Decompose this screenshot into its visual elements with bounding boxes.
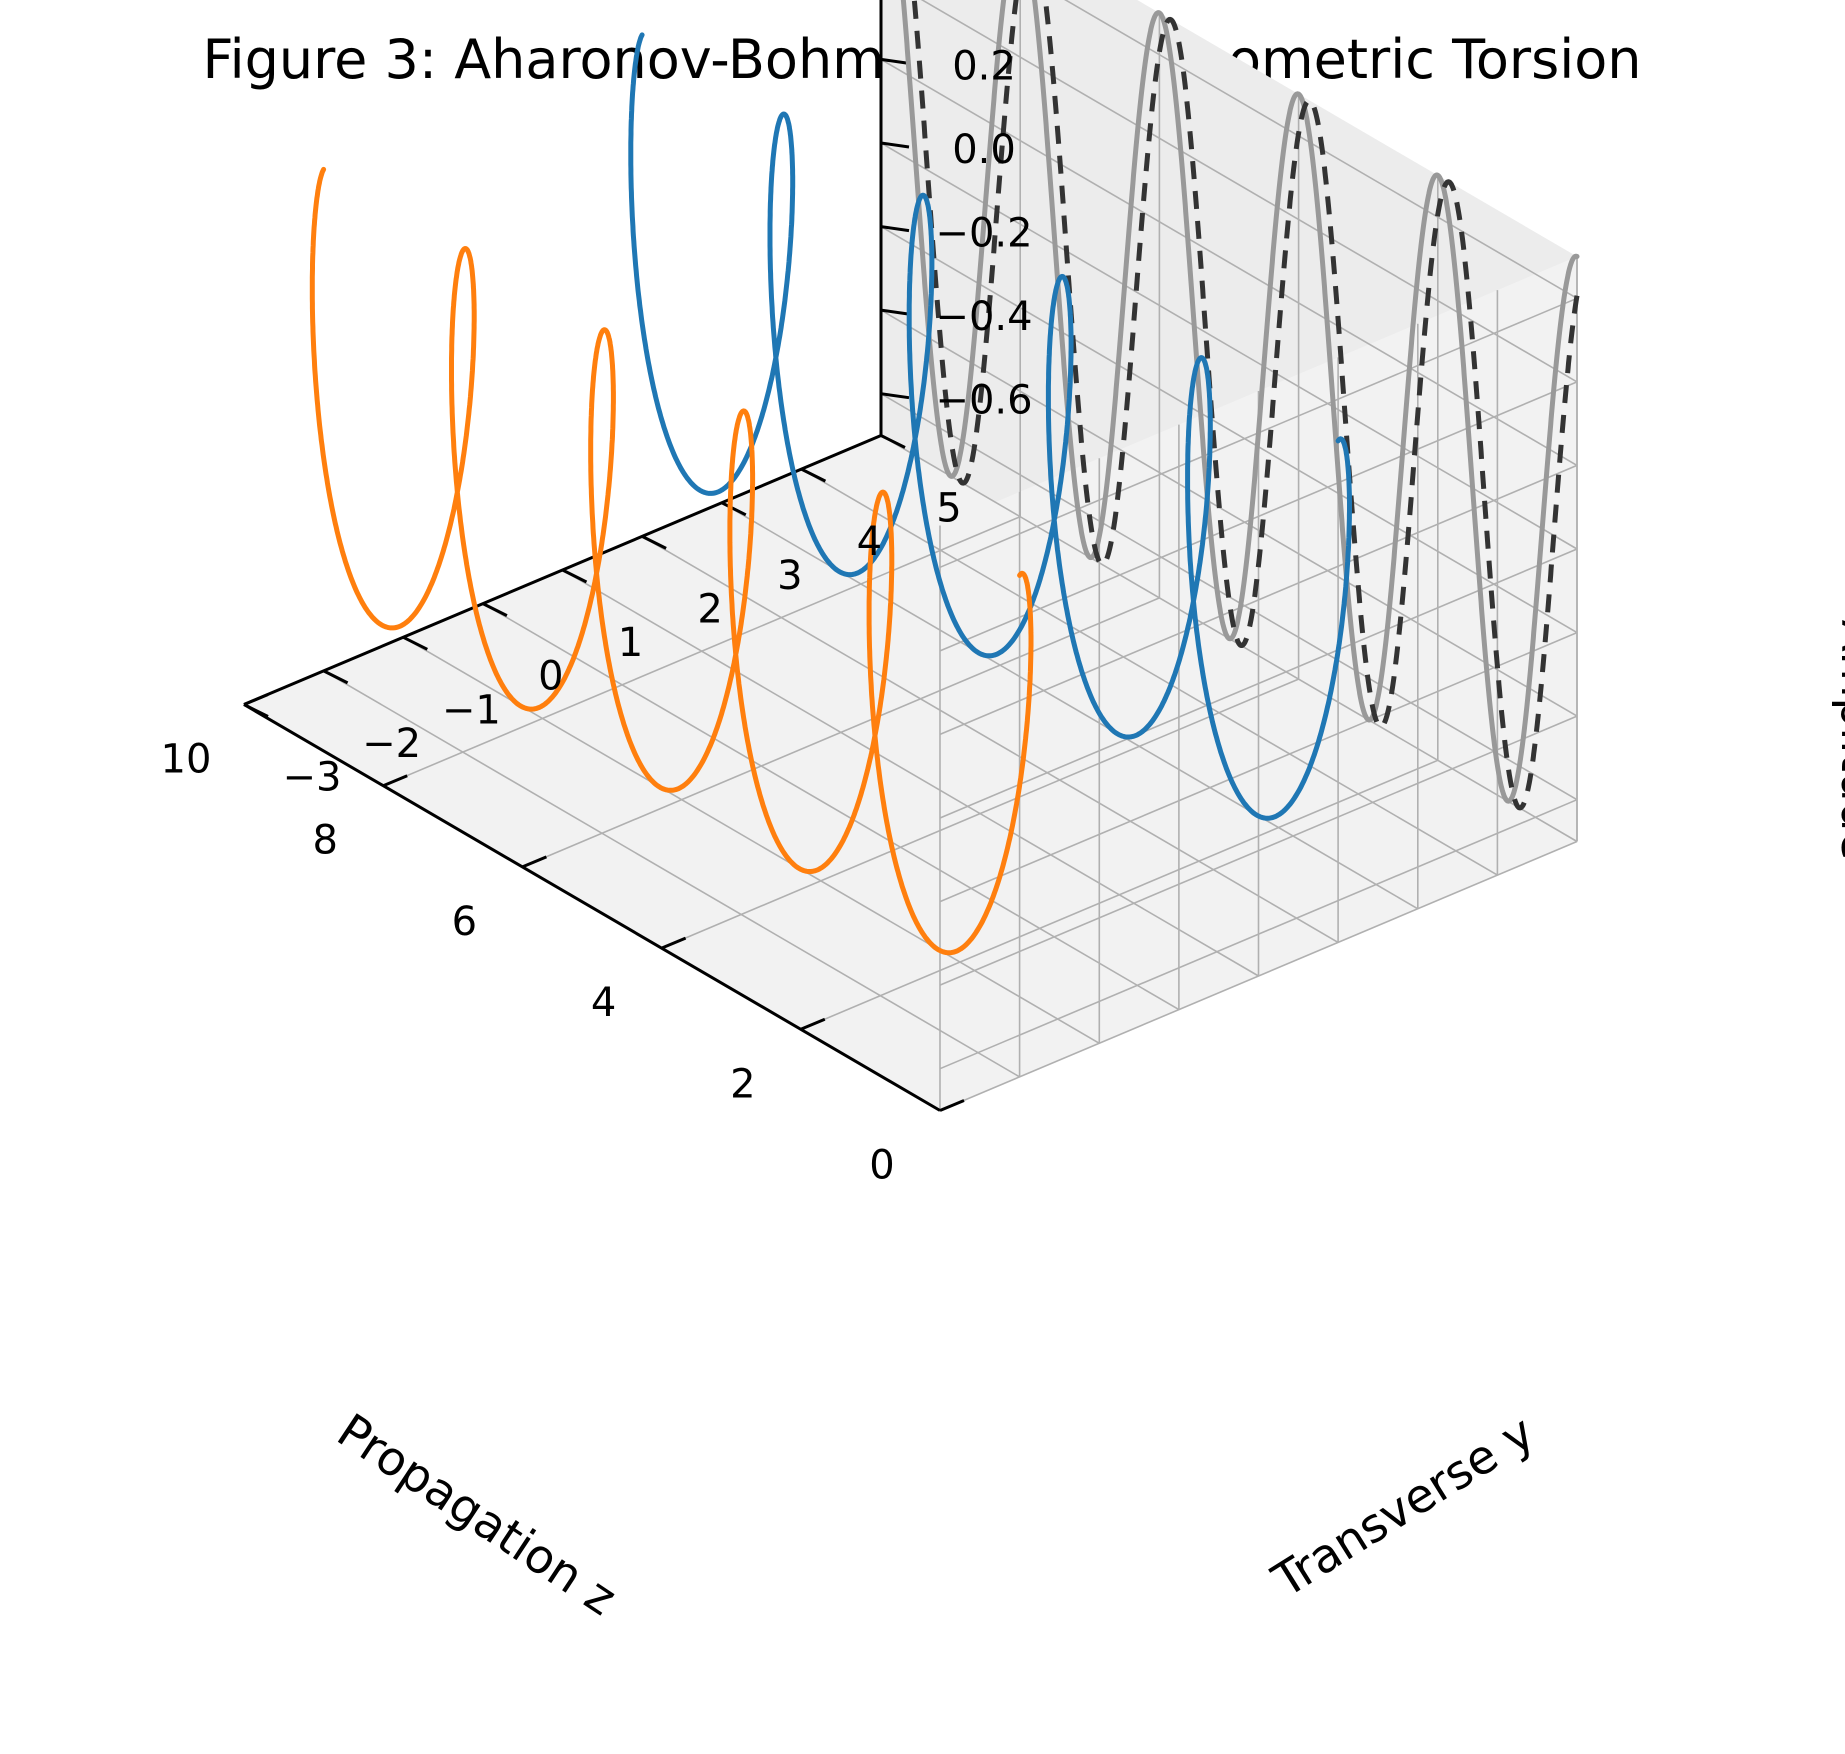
axis-lines: [243, 0, 965, 1112]
y-tick-mark: [880, 434, 906, 449]
z-tick-mark: [880, 57, 910, 65]
x-axis-label: Propagation z: [327, 1403, 625, 1626]
x-tick-label: 10: [161, 737, 212, 783]
grid-line: [939, 464, 1578, 736]
y-tick-label: 0: [538, 654, 563, 700]
x-tick-mark: [661, 936, 687, 950]
x-tick-label: 8: [312, 818, 337, 864]
y-tick-label: −2: [362, 721, 421, 767]
x-tick-mark: [939, 1099, 965, 1112]
grid-line: [1064, 0, 1578, 299]
y-tick-mark: [641, 535, 667, 550]
series-line-4: [911, 0, 1580, 811]
x-tick-mark: [521, 855, 547, 869]
z-tick-mark: [880, 392, 910, 400]
y-tick-mark: [800, 467, 827, 483]
y-tick-label: 3: [777, 553, 802, 599]
series-line-1: [309, 166, 1034, 956]
grid-line: [939, 715, 1578, 986]
y-axis-label: Transverse y: [1263, 1405, 1544, 1609]
grid-line: [939, 631, 1578, 903]
grid-line: [880, 309, 1578, 717]
series-group: [309, 0, 1580, 956]
y-tick-label: −1: [442, 687, 501, 733]
y-tick-label: −3: [283, 755, 342, 801]
grid-line: [880, 58, 1578, 467]
grid-line: [880, 225, 1578, 634]
x-axis-line: [243, 703, 941, 1112]
grid-lines: [243, 0, 1578, 1112]
z-tick-mark: [880, 141, 910, 149]
z-tick-label: 0.2: [952, 43, 1016, 89]
x-tick-mark: [800, 1017, 826, 1031]
z-axis-label: Amplitude: [1830, 620, 1845, 861]
z-tick-mark: [880, 225, 910, 233]
z-tick-label: −0.2: [935, 211, 1032, 257]
z-tick-label: −0.6: [935, 378, 1032, 424]
x-tick-label: 6: [452, 899, 477, 945]
y-tick-mark: [402, 635, 428, 651]
grid-line: [562, 569, 1259, 977]
grid-line: [939, 798, 1578, 1070]
x-tick-label: 2: [730, 1061, 755, 1107]
y-tick-label: 2: [697, 586, 722, 632]
grid-line: [482, 602, 1180, 1011]
x-tick-mark: [243, 693, 269, 706]
z-tick-label: 0.0: [952, 127, 1016, 173]
x-tick-label: 4: [591, 980, 616, 1026]
y-tick-mark: [561, 568, 588, 584]
grid-line: [641, 535, 1339, 944]
x-tick-label: 0: [869, 1143, 894, 1189]
series-line-3: [900, 0, 1580, 804]
series-line-2: [628, 32, 1352, 821]
y-tick-label: 1: [618, 620, 643, 666]
y-tick-mark: [721, 501, 747, 517]
grid-line: [939, 381, 1578, 652]
grid-line: [939, 548, 1578, 819]
y-tick-label: 5: [936, 486, 961, 532]
y-tick-mark: [243, 703, 269, 718]
z-tick-label: 0.4: [952, 0, 1016, 6]
y-tick-label: 4: [857, 519, 882, 565]
y-tick-mark: [482, 602, 508, 617]
z-tick-mark: [880, 308, 910, 316]
tick-labels: 0 2 4 6 8 10 −3 −2 −1 0 1 2 3 4 5 −0.6 −0.4 −0.2 0.0 0.2 0.4…: [161, 0, 1033, 1189]
grid-line: [323, 670, 1021, 1078]
y-tick-mark: [322, 669, 349, 685]
z-tick-label: −0.4: [935, 294, 1032, 340]
x-tick-mark: [382, 774, 408, 788]
grid-line: [800, 468, 1498, 876]
